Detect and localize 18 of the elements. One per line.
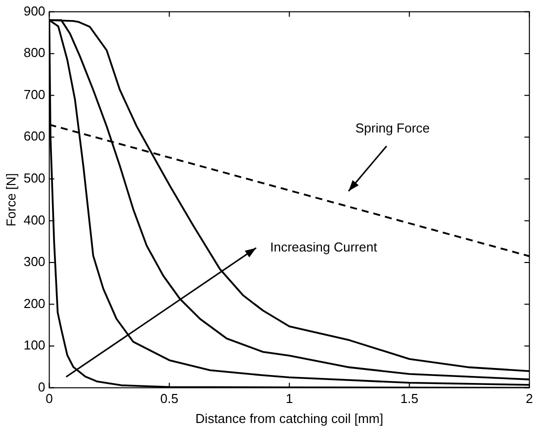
x-tick-label: 2 xyxy=(526,391,533,406)
x-tick-label: 0.5 xyxy=(160,391,178,406)
y-tick-label: 0 xyxy=(38,379,46,394)
y-tick-label: 100 xyxy=(24,338,46,353)
annotation: Spring Force xyxy=(355,120,430,136)
y-tick-label: 600 xyxy=(24,128,46,144)
y-tick-label: 900 xyxy=(24,3,46,18)
y-tick-label: 300 xyxy=(24,254,46,270)
y-tick-label: 800 xyxy=(24,45,46,60)
x-tick-label: 1 xyxy=(286,391,293,406)
annotation: Increasing Current xyxy=(270,240,378,255)
y-tick-label: 500 xyxy=(24,170,46,186)
y-tick-label: 700 xyxy=(24,86,46,102)
y-tick-label: 200 xyxy=(24,296,46,311)
x-tick-label: 1.5 xyxy=(400,391,418,406)
y-axis-title: Force [N] xyxy=(3,173,18,227)
x-axis-title: Distance from catching coil [mm] xyxy=(195,410,384,426)
y-tick-label: 400 xyxy=(24,212,46,228)
